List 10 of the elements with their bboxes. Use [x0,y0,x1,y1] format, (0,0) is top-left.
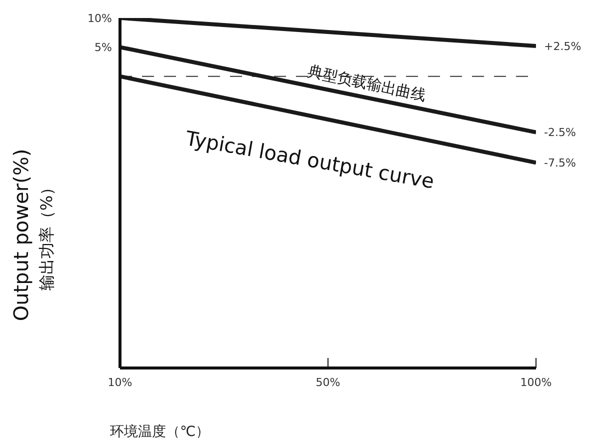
annotation: 典型负载输出曲线 [306,62,428,106]
annotation: -2.5% [544,126,576,140]
y-tick-label: 5% [94,41,112,54]
annotation: Typical load output curve [184,126,436,194]
x-tick-label: 100% [520,376,552,389]
x-tick-label: 10% [108,376,132,389]
annotation: -7.5% [544,156,576,170]
x-tick-label: 50% [316,376,340,389]
annotation: +2.5% [544,40,582,53]
y-axis-title: Output power(%) 输出功率（%） [9,148,56,322]
